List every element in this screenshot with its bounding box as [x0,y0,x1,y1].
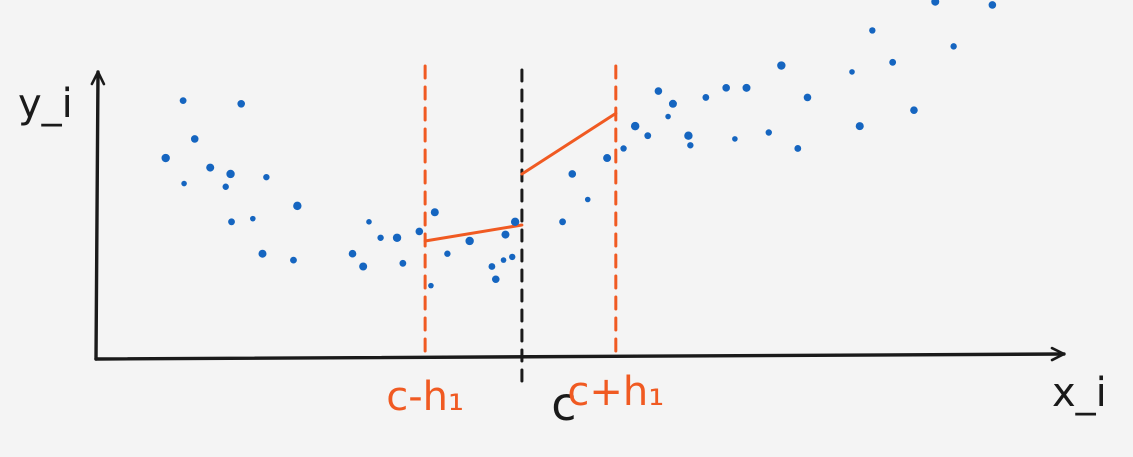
data-point [500,257,507,263]
data-point [849,69,855,75]
data-point [732,136,738,142]
data-point [668,99,677,108]
data-point [392,233,402,242]
data-point [630,121,640,131]
data-point [722,84,730,92]
data-point [889,58,897,66]
y-axis [90,70,106,361]
data-point [869,27,876,34]
data-point [348,249,357,258]
data-point [684,131,693,140]
data-point [366,219,372,225]
data-point [501,230,510,239]
data-point [988,1,997,9]
data-point [559,218,566,226]
data-point [855,122,864,131]
data-point [415,227,424,236]
data-point [258,249,267,258]
data-point [399,259,407,267]
data-point [190,135,199,143]
data-point [465,236,474,246]
data-point [250,215,256,222]
data-point [293,201,302,211]
data-point [179,97,187,105]
data-point [742,83,751,92]
data-point [777,61,786,70]
data-point [665,113,671,120]
data-point [687,142,694,149]
guide-lines [423,64,618,390]
data-point [910,106,918,114]
data-point [430,208,439,217]
y-axis-label: y_i [18,81,73,127]
data-point [794,145,802,152]
data-point [444,250,451,257]
data-point [931,0,940,6]
bandwidth-right-label: c+h₁ [567,369,664,415]
data-point [654,87,663,95]
data-point [290,256,297,264]
data-point [161,153,170,163]
data-point [765,129,772,136]
data-point [803,93,812,102]
data-point [488,263,496,270]
data-point [603,154,612,163]
data-point [377,234,384,241]
x-axis-label: x_i [1052,370,1107,416]
data-point [568,170,577,178]
data-point [950,43,957,50]
data-point [206,163,215,172]
data-point [620,145,627,152]
data-point [644,132,652,140]
data-point [509,253,516,261]
data-point [226,169,235,179]
data-point [263,173,270,181]
cutoff-label: c [551,377,576,431]
data-point [222,183,229,190]
data-point [181,180,187,187]
local-fit-lines [423,111,618,243]
data-points [161,0,997,289]
data-point [359,262,368,271]
data-point [228,218,235,226]
local-fit-right [520,111,618,176]
data-point [428,282,434,289]
data-point [702,94,710,101]
data-point [237,100,245,108]
x-axis [94,346,1066,362]
data-point [510,217,520,227]
bandwidth-left-label: c-h₁ [386,374,464,420]
data-point [584,196,591,203]
data-point [491,275,500,284]
local-fit-left [423,223,524,243]
